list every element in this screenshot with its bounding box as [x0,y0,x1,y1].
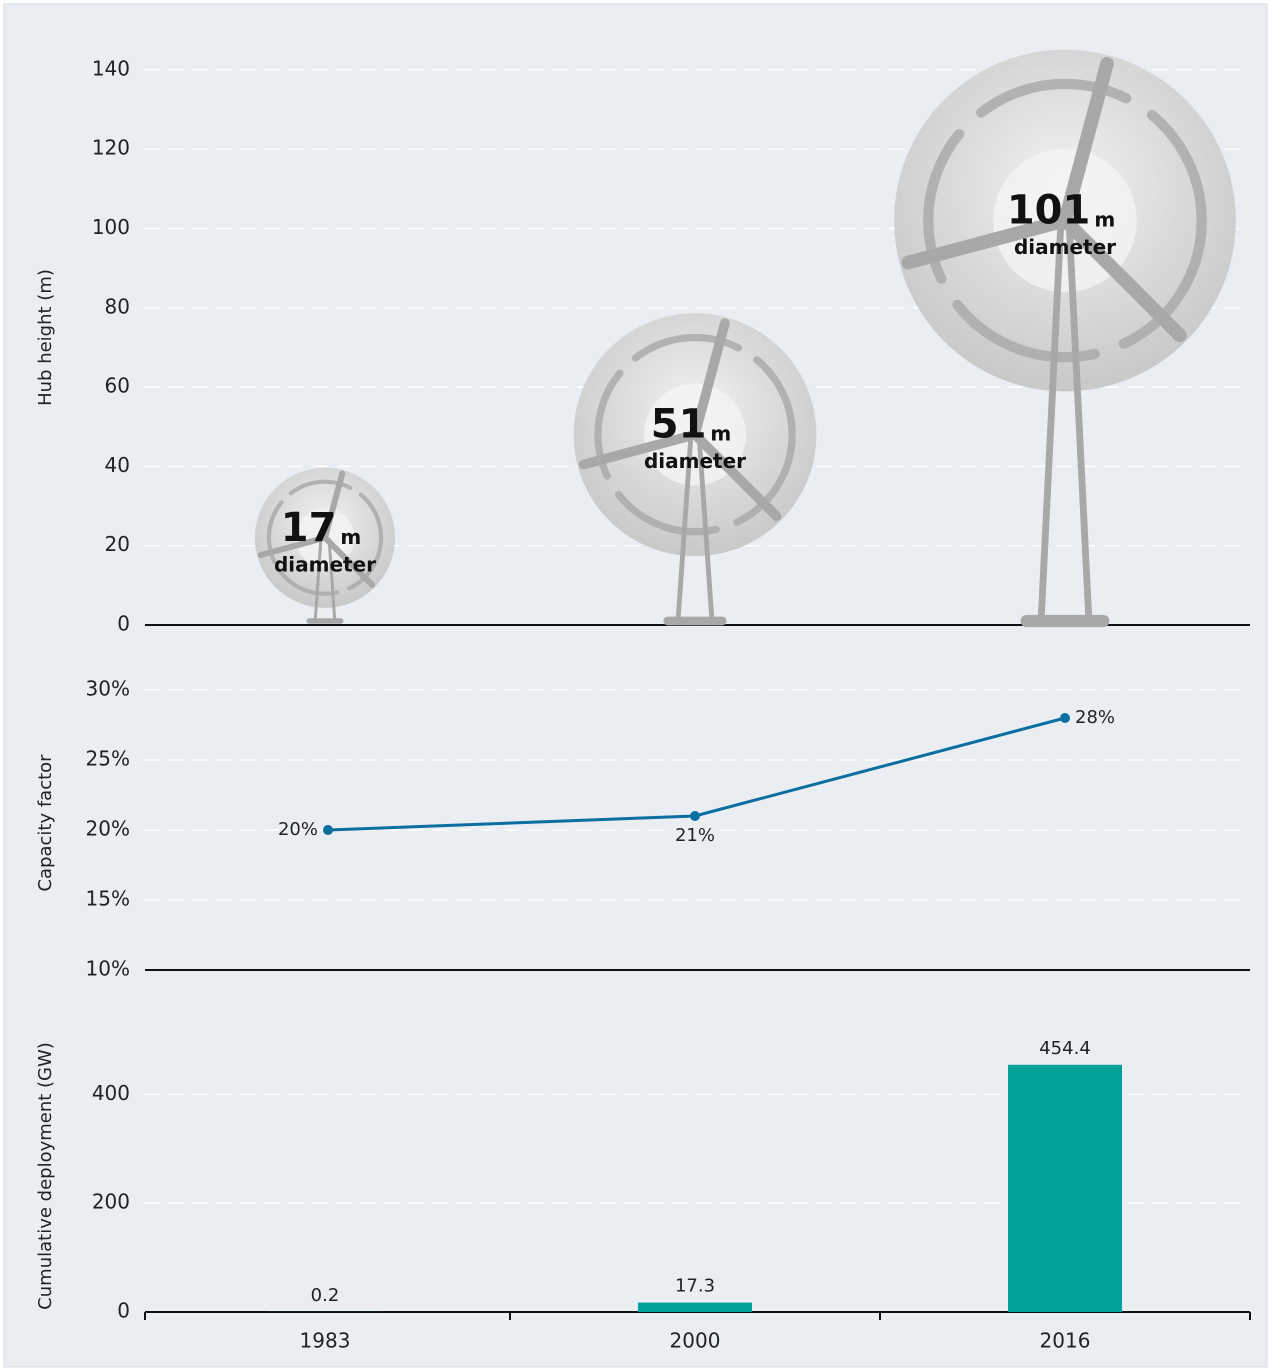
y-tick-label: 20 [105,532,130,556]
tower [675,434,715,622]
blade [901,213,1072,270]
point [323,825,333,835]
diameter-value: 17 [281,505,337,551]
y-tick-label: 0 [117,612,130,636]
diameter-label: 17 m [281,505,362,551]
diameter-value: 101 [1007,188,1091,234]
tower [313,537,337,622]
diameter-caption: diameter [274,552,376,576]
y-axis-title: Capacity factor [35,754,56,892]
y-tick-label: 20% [86,817,130,841]
y-axis-title: Hub height (m) [35,269,56,406]
x-tick-label: 2016 [1040,1329,1091,1353]
value-label: 17.3 [675,1276,715,1297]
value-label: 0.2 [311,1285,340,1306]
rotor-ring [923,78,1207,363]
diameter-value: 51 [651,402,707,448]
diameter-unit: m [710,421,731,445]
blade [322,534,376,588]
x-tick-label: 2000 [670,1329,721,1353]
x-tick-label: 1983 [300,1329,351,1353]
y-tick-label: 120 [92,136,130,160]
y-tick-label: 25% [86,747,130,771]
y-tick-label: 30% [86,677,130,701]
y-tick-label: 400 [92,1081,130,1105]
rotor-ring [594,333,796,536]
diameter-label: 51 m [651,402,732,448]
y-tick-label: 100 [92,215,130,239]
rotor-ring [266,479,384,596]
blade [690,429,782,522]
y-tick-label: 60 [105,374,130,398]
value-label: 28% [1075,707,1115,728]
blade [1058,213,1187,343]
y-tick-label: 15% [86,887,130,911]
y-tick-label: 0 [117,1299,130,1323]
y-tick-label: 140 [92,56,130,80]
blade [257,534,328,558]
diameter-unit: m [340,524,361,548]
blade [578,429,700,470]
bar [638,1302,752,1312]
y-axis-title: Cumulative deployment (GW) [35,1042,56,1310]
y-tick-label: 10% [86,957,130,981]
blade [322,470,346,541]
y-tick-label: 40 [105,453,130,477]
value-label: 21% [675,825,715,846]
value-label: 20% [278,819,318,840]
bar [1008,1064,1122,1312]
y-tick-label: 80 [105,294,130,318]
value-label: 454.4 [1039,1038,1091,1059]
blade [1058,56,1114,228]
diameter-unit: m [1094,207,1115,231]
diameter-label: 101 m [1007,188,1115,234]
point [1060,713,1070,723]
point [690,811,700,821]
diameter-caption: diameter [1014,235,1116,259]
diameter-caption: diameter [644,449,746,473]
tower [1037,220,1093,622]
blade [690,318,730,440]
y-tick-label: 200 [92,1190,130,1214]
